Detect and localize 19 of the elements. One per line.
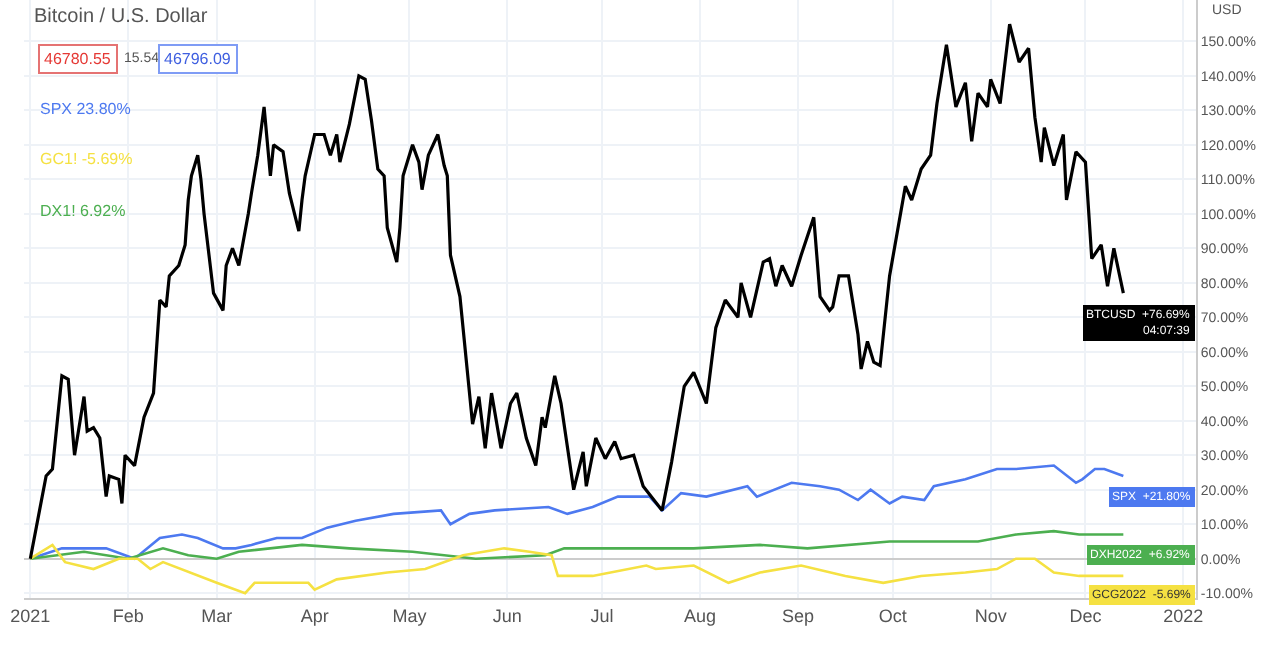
- x-tick-label: Mar: [201, 605, 233, 626]
- x-tick-label: Dec: [1069, 605, 1103, 626]
- chart-title: Bitcoin / U.S. Dollar: [34, 6, 209, 28]
- x-tick-label: Feb: [112, 605, 144, 626]
- x-tick-label: Aug: [684, 605, 717, 626]
- annotation: 46796.09: [164, 50, 232, 68]
- x-tick-label: 2021: [10, 605, 51, 626]
- x-tick-label: Sep: [781, 605, 814, 626]
- x-tick-label: Jun: [492, 605, 522, 626]
- x-tick-label: Jul: [590, 605, 614, 626]
- x-tick-label: Nov: [974, 605, 1008, 626]
- annotation: SPX 23.80%: [40, 100, 131, 118]
- x-tick-label: May: [392, 605, 428, 626]
- x-tick-label: Apr: [300, 605, 329, 626]
- x-tick-label: Oct: [878, 605, 908, 626]
- annotation: DX1! 6.92%: [40, 202, 126, 220]
- x-tick-label: 2022: [1163, 605, 1204, 626]
- annotation: GC1! -5.69%: [40, 150, 133, 168]
- annotation: 46780.55: [44, 50, 112, 68]
